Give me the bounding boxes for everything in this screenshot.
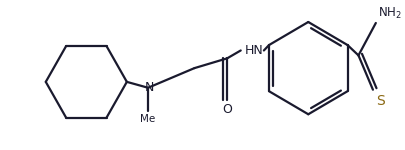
Text: NH$_2$: NH$_2$	[377, 6, 401, 21]
Text: S: S	[375, 94, 384, 108]
Text: N: N	[144, 81, 153, 94]
Text: HN: HN	[244, 44, 263, 57]
Text: O: O	[222, 103, 232, 116]
Text: Me: Me	[140, 114, 156, 124]
